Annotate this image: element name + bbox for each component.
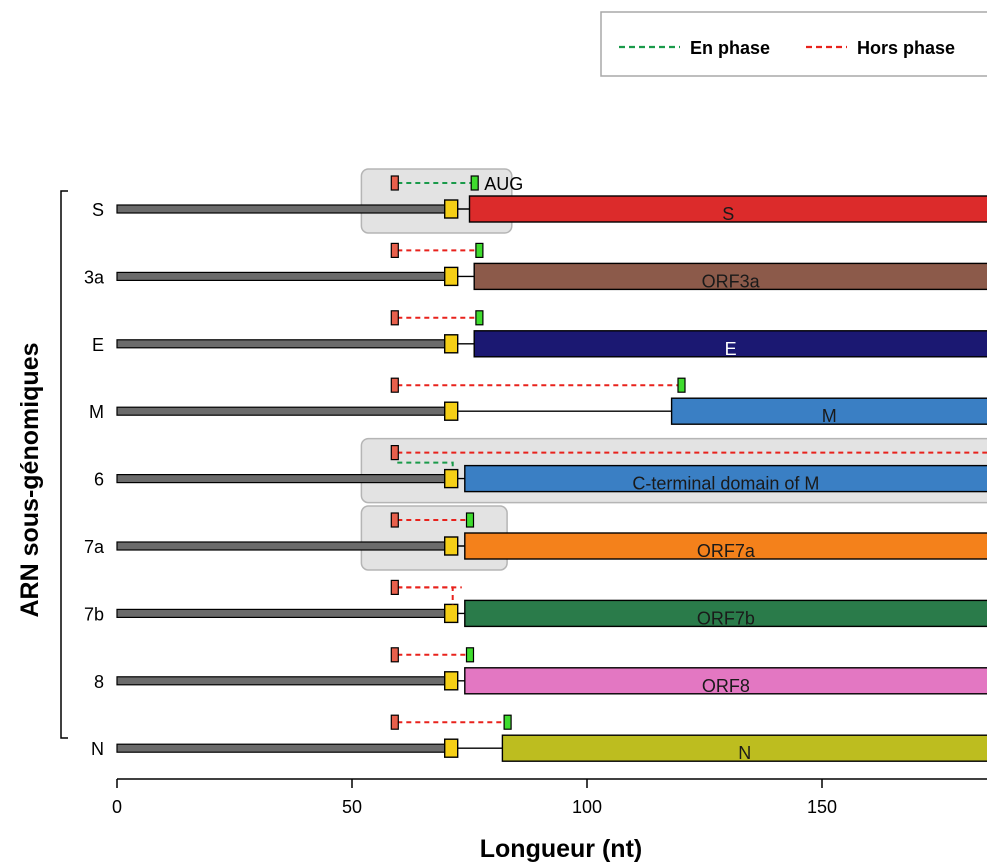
uorf-stop-marker <box>465 647 475 663</box>
orf-label: ORF8 <box>702 676 750 696</box>
orf-block <box>464 464 987 493</box>
track-label: N <box>91 739 104 759</box>
uorf-drop-line <box>397 586 454 605</box>
legend-out-of-frame-label: Hors phase <box>857 38 955 58</box>
leader-segment <box>116 474 452 484</box>
leader-segment <box>116 743 452 753</box>
uorf-start-marker <box>390 579 399 596</box>
uorf-start-marker <box>390 377 399 393</box>
y-axis-bracket <box>60 190 68 739</box>
track-3a: 3a ORF3a <box>84 242 987 291</box>
uorf-start-marker <box>390 175 399 191</box>
orf-label: M <box>822 406 837 426</box>
x-tick-label: 100 <box>572 797 602 817</box>
aug-marker <box>444 266 459 287</box>
track-label: 3a <box>84 267 105 287</box>
orf-label: S <box>722 204 734 224</box>
uorf-secondary-line <box>397 461 454 470</box>
uorf-start-marker <box>390 242 399 258</box>
track-label: E <box>92 335 104 355</box>
track-8: 8 ORF8 <box>94 647 987 696</box>
orf-label: N <box>738 743 751 763</box>
orf-block <box>464 667 987 695</box>
aug-marker <box>444 334 459 354</box>
aug-marker <box>444 401 459 421</box>
leader-segment <box>116 608 452 619</box>
highlight-boxes <box>360 168 987 571</box>
orf-block <box>473 330 987 358</box>
uorf-stop-marker <box>475 242 484 258</box>
track-label: 6 <box>94 470 104 490</box>
x-tick-label: 150 <box>807 797 837 817</box>
uorf-stop-marker <box>475 310 484 326</box>
orf-block <box>670 397 987 425</box>
legend-frame <box>600 11 987 77</box>
aug-marker <box>444 468 459 489</box>
leader-segment <box>116 676 452 686</box>
track-7a: 7a ORF7a <box>84 512 987 561</box>
orf-block <box>501 734 987 762</box>
leader-segment <box>116 406 452 416</box>
leader-segment <box>116 541 452 551</box>
x-axis: 050100150200250300350 <box>112 778 987 817</box>
orf-block <box>464 532 987 560</box>
track-label: 7b <box>84 604 104 624</box>
leader-segment <box>116 204 452 214</box>
aug-marker <box>444 671 459 691</box>
x-tick-label: 0 <box>112 797 122 817</box>
uorf-stop-marker <box>470 175 479 191</box>
uorf-start-marker <box>390 512 399 528</box>
orf-label: ORF7a <box>697 541 756 561</box>
uorf-start-marker <box>390 310 399 326</box>
uorf-stop-marker <box>677 377 686 393</box>
track-label: 7a <box>84 537 105 557</box>
aug-marker <box>444 199 459 219</box>
aug-marker <box>444 536 459 556</box>
leader-segment <box>116 271 452 281</box>
leader-segment <box>116 339 452 349</box>
uorf-stop-marker <box>503 714 512 730</box>
aug-marker <box>444 738 459 758</box>
legend-in-frame-label: En phase <box>690 38 770 58</box>
track-6: 6C-terminal domain of MORF6 <box>94 445 987 494</box>
track-S: S S AUG <box>92 174 987 224</box>
aug-annotation: AUG <box>484 174 523 194</box>
track-label: S <box>92 200 104 220</box>
legend: En phase Hors phase <box>600 11 987 77</box>
orf-label: ORF7b <box>697 608 755 628</box>
orf-label: C-terminal domain of M <box>632 474 819 494</box>
orf-block <box>464 599 987 628</box>
orf-block <box>473 262 987 291</box>
uorf-stop-marker <box>465 512 475 528</box>
track-7b: 7b ORF7b <box>84 579 987 628</box>
aug-marker <box>444 603 459 624</box>
y-axis-title: ARN sous-génomiques <box>16 342 44 617</box>
track-label: M <box>89 402 104 422</box>
uorf-start-marker <box>390 714 399 730</box>
x-tick-label: 50 <box>342 797 362 817</box>
orf-block <box>468 195 987 223</box>
orf-label: E <box>725 339 737 359</box>
x-axis-title: Longueur (nt) <box>480 835 642 863</box>
uorf-start-marker <box>390 647 399 663</box>
uorf-start-marker <box>390 445 399 461</box>
track-label: 8 <box>94 672 104 692</box>
orf-label: ORF3a <box>702 271 761 291</box>
